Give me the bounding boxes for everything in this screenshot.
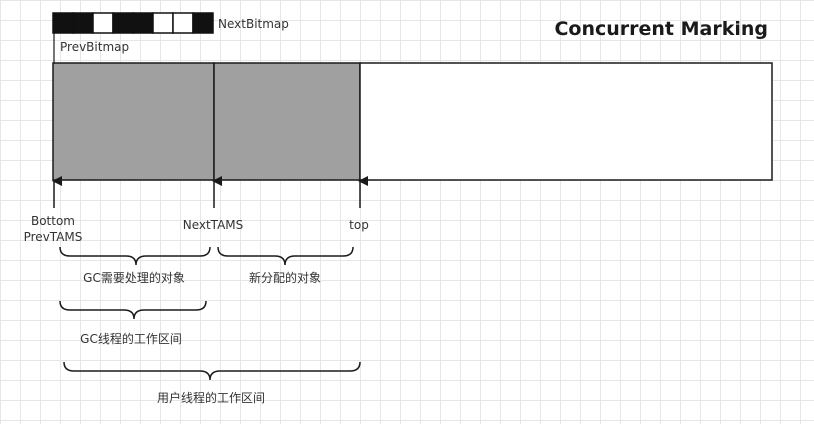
gc-thread-area-caption: GC线程的工作区间 — [80, 331, 182, 346]
bitmap-cell — [92, 12, 114, 34]
free-area — [359, 62, 773, 181]
new-objects-brace — [217, 246, 354, 266]
gc-thread-area-brace — [59, 300, 207, 320]
gc-objects-caption: GC需要处理的对象 — [83, 270, 185, 285]
bitmap-cell — [112, 12, 134, 34]
next-bitmap-label: NextBitmap — [218, 17, 289, 31]
prev-bitmap-label: PrevBitmap — [60, 40, 129, 54]
prev-tams-label: PrevTAMS — [24, 230, 83, 244]
bitmap-cell — [152, 12, 174, 34]
diagram-title: Concurrent Marking — [554, 18, 768, 40]
next-bitmap-strip — [52, 12, 214, 34]
bottom-label: Bottom — [31, 214, 75, 228]
gc-objects-brace — [59, 246, 211, 266]
bitmap-cell — [172, 12, 194, 34]
bitmap-cell — [72, 12, 94, 34]
allocated-area — [213, 62, 361, 181]
bitmap-cell — [132, 12, 154, 34]
new-objects-caption: 新分配的对象 — [249, 270, 321, 285]
top-label: top — [349, 218, 369, 232]
marked-area — [52, 62, 215, 181]
bitmap-cell — [52, 12, 74, 34]
next-tams-label: NextTAMS — [183, 218, 244, 232]
user-thread-area-caption: 用户线程的工作区间 — [157, 390, 265, 405]
user-thread-area-brace — [63, 361, 361, 381]
bitmap-cell — [192, 12, 214, 34]
